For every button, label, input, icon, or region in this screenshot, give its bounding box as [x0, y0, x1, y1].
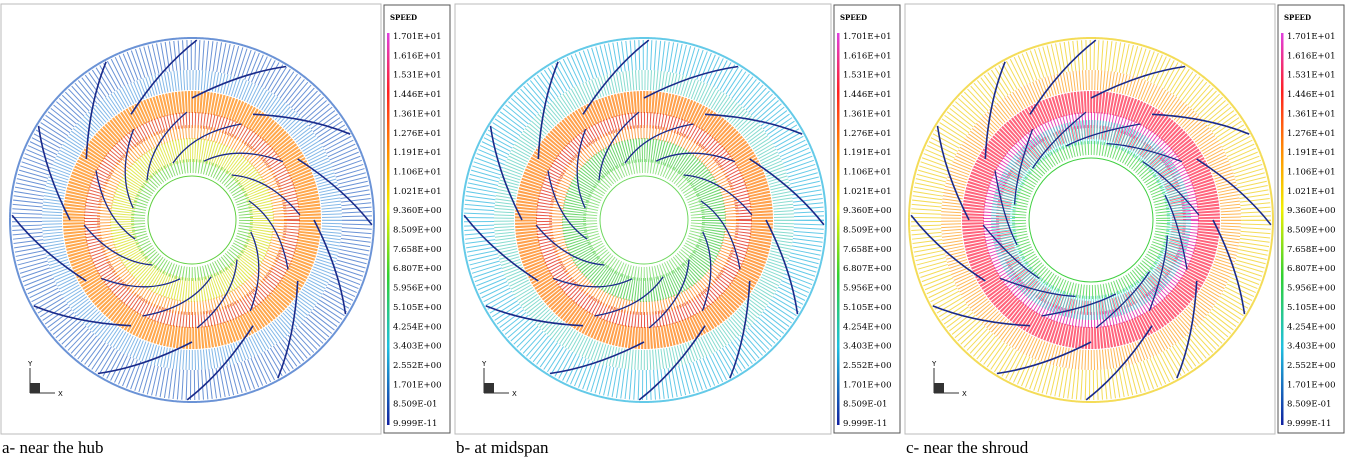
panel: Y X SPEED 1.701E+01 1.616E+01 1.531E+01 1.446E… [455, 4, 900, 457]
legend-label: 7.658E+00 [1287, 245, 1335, 255]
hub [600, 176, 688, 264]
legend-label: 1.106E+01 [843, 167, 891, 177]
legend-label: 1.106E+01 [1287, 167, 1335, 177]
legend-label: 1.701E+00 [843, 380, 891, 390]
legend-label: 1.361E+01 [843, 109, 891, 119]
axis-label: Y [27, 360, 33, 368]
legend-label: 4.254E+00 [393, 322, 441, 332]
legend-label: 6.807E+00 [1287, 264, 1335, 274]
legend-label: 7.658E+00 [393, 245, 441, 255]
hub [1029, 158, 1153, 282]
legend-label: 1.701E+01 [843, 32, 891, 42]
legend-label: 3.403E+00 [393, 342, 441, 352]
legend-label: 6.807E+00 [393, 264, 441, 274]
legend-label: 8.509E+00 [843, 226, 891, 236]
axis-label: Y [481, 360, 487, 368]
legend-label: 7.658E+00 [843, 245, 891, 255]
axis-triad [30, 383, 40, 393]
legend-label: 3.403E+00 [1287, 342, 1335, 352]
legend-label: 6.807E+00 [843, 264, 891, 274]
panel: Y X SPEED 1.701E+01 1.616E+01 1.531E+01 1.446E… [905, 4, 1344, 457]
legend-label: 1.531E+01 [393, 71, 441, 81]
legend-label: 5.956E+00 [393, 284, 441, 294]
legend-label: 1.701E+01 [1287, 32, 1335, 42]
legend-label: 8.509E-01 [1287, 400, 1331, 410]
legend-label: 5.956E+00 [1287, 284, 1335, 294]
legend-label: 5.105E+00 [843, 303, 891, 313]
axis-label: X [962, 390, 967, 398]
legend-label: 8.509E-01 [843, 400, 887, 410]
legend-label: 1.446E+01 [393, 90, 441, 100]
legend-label: 1.701E+00 [1287, 380, 1335, 390]
legend-label: 9.999E-11 [1287, 419, 1331, 429]
legend-label: 1.021E+01 [843, 187, 891, 197]
legend-label: 9.999E-11 [843, 419, 887, 429]
axis-label: Y [931, 360, 937, 368]
legend-label: 4.254E+00 [843, 322, 891, 332]
legend-label: 1.616E+01 [843, 51, 891, 61]
hub [148, 176, 236, 264]
legend-label: 5.956E+00 [843, 284, 891, 294]
axis-label: X [512, 390, 517, 398]
caption: b- at midspan [456, 438, 549, 457]
legend-label: 1.531E+01 [843, 71, 891, 81]
legend-label: 9.999E-11 [393, 419, 437, 429]
legend-label: 1.361E+01 [393, 109, 441, 119]
axis-triad [484, 383, 494, 393]
legend-label: 1.276E+01 [1287, 129, 1335, 139]
caption: c- near the shroud [906, 438, 1029, 457]
legend-label: 8.509E+00 [1287, 226, 1335, 236]
legend-label: 5.105E+00 [393, 303, 441, 313]
legend-label: 3.403E+00 [843, 342, 891, 352]
legend-label: 1.191E+01 [843, 148, 891, 158]
legend-label: 1.701E+00 [393, 380, 441, 390]
legend-label: 4.254E+00 [1287, 322, 1335, 332]
color-bar [1281, 33, 1284, 425]
legend-label: 9.360E+00 [843, 206, 891, 216]
legend-label: 1.446E+01 [843, 90, 891, 100]
legend-label: 1.191E+01 [393, 148, 441, 158]
figure: Y X SPEED 1.701E+01 1.616E+01 1.531E+01 1.446E… [0, 0, 1346, 466]
legend-label: 2.552E+00 [1287, 361, 1335, 371]
caption: a- near the hub [2, 438, 103, 457]
legend-label: 8.509E+00 [393, 226, 441, 236]
legend-label: 1.106E+01 [393, 167, 441, 177]
legend-label: 8.509E-01 [393, 400, 437, 410]
legend-label: 2.552E+00 [843, 361, 891, 371]
color-bar [387, 33, 390, 425]
legend-label: 1.701E+01 [393, 32, 441, 42]
legend-label: 2.552E+00 [393, 361, 441, 371]
legend-label: 1.191E+01 [1287, 148, 1335, 158]
legend-label: 1.276E+01 [843, 129, 891, 139]
legend-label: 1.021E+01 [393, 187, 441, 197]
legend-label: 9.360E+00 [393, 206, 441, 216]
legend-label: 5.105E+00 [1287, 303, 1335, 313]
axis-label: X [58, 390, 63, 398]
legend-label: 9.360E+00 [1287, 206, 1335, 216]
color-bar [837, 33, 840, 425]
legend-label: 1.531E+01 [1287, 71, 1335, 81]
legend-label: 1.021E+01 [1287, 187, 1335, 197]
axis-triad [934, 383, 944, 393]
legend-label: 1.616E+01 [1287, 51, 1335, 61]
legend-title: SPEED [390, 13, 417, 22]
legend-title: SPEED [840, 13, 867, 22]
panel: Y X SPEED 1.701E+01 1.616E+01 1.531E+01 1.446E… [1, 4, 450, 457]
legend-label: 1.446E+01 [1287, 90, 1335, 100]
legend-title: SPEED [1284, 13, 1311, 22]
legend-label: 1.276E+01 [393, 129, 441, 139]
legend-label: 1.616E+01 [393, 51, 441, 61]
legend-label: 1.361E+01 [1287, 109, 1335, 119]
